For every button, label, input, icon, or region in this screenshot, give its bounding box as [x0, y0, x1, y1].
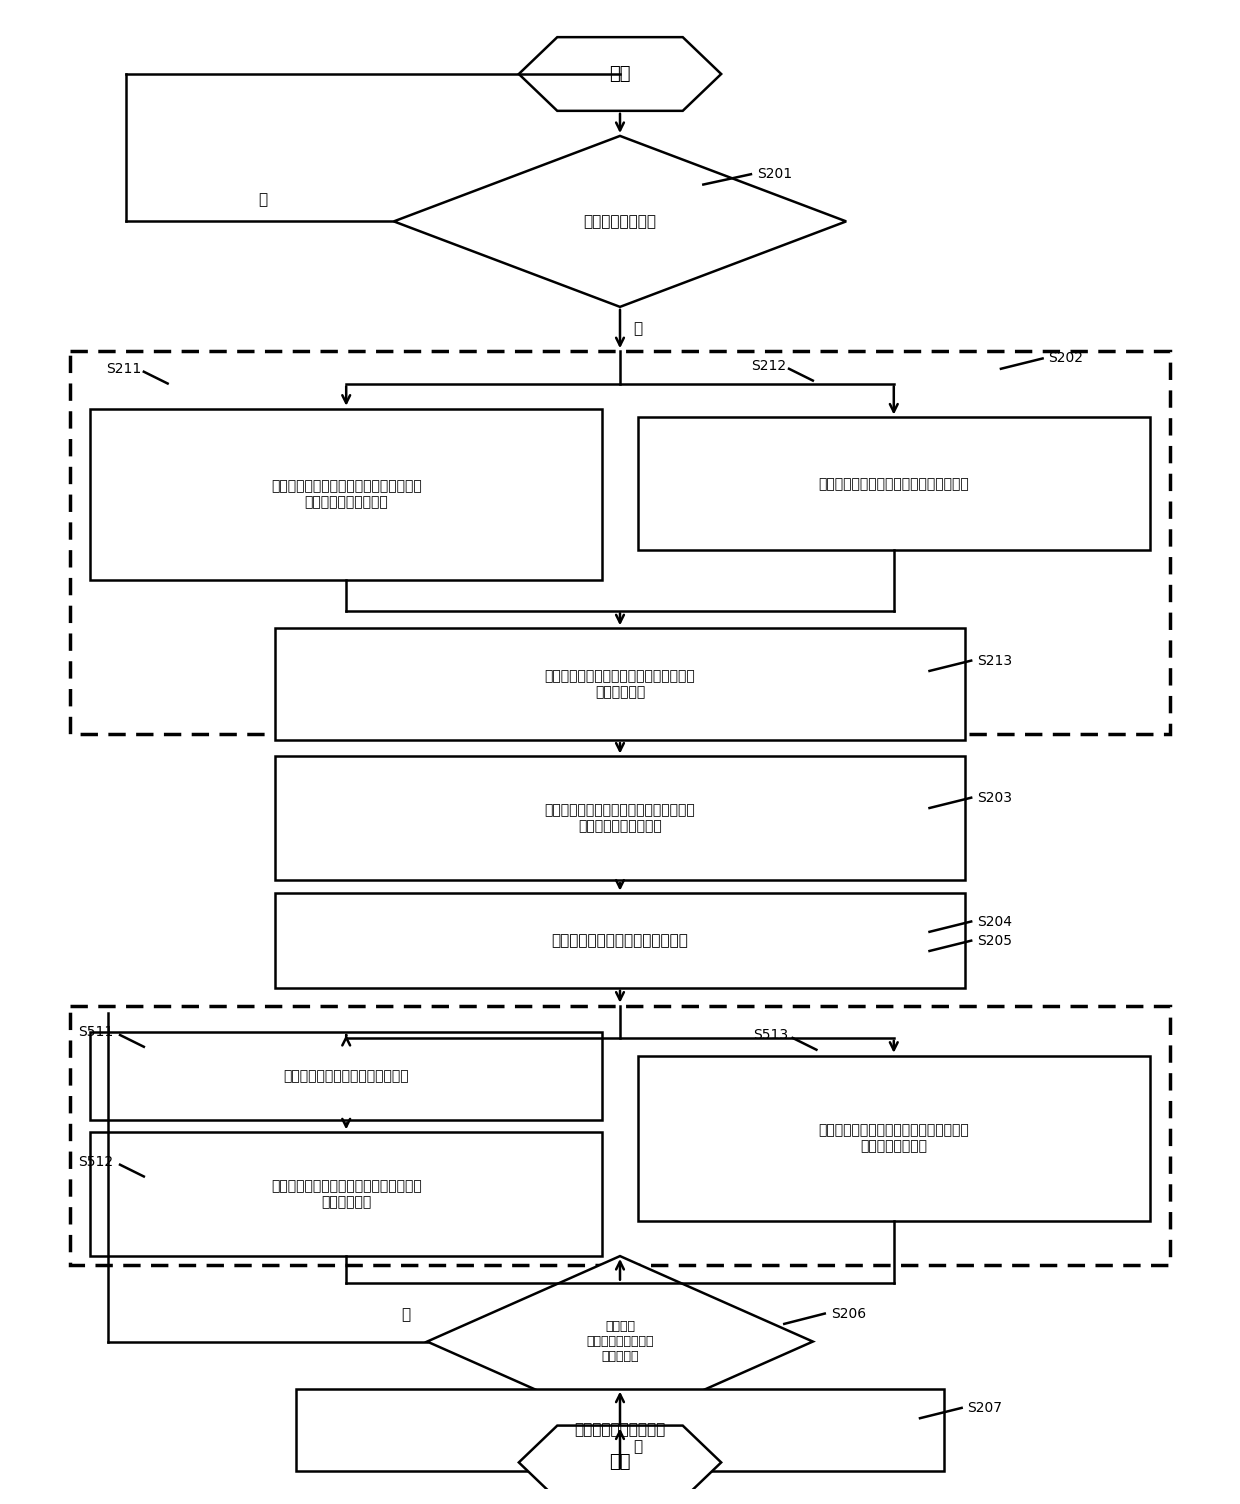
- Text: S201: S201: [756, 167, 792, 180]
- Bar: [69, 1006, 1171, 1265]
- Bar: [275, 757, 965, 880]
- Text: S205: S205: [977, 934, 1012, 948]
- Text: S511: S511: [78, 1026, 114, 1039]
- Text: S513: S513: [754, 1029, 789, 1042]
- Bar: [637, 1056, 1149, 1221]
- Text: 将差值大于预设范围的标准差所对应的局
部区域确定为结冰位置: 将差值大于预设范围的标准差所对应的局 部区域确定为结冰位置: [544, 803, 696, 833]
- Text: S204: S204: [977, 914, 1012, 928]
- Text: 否: 否: [402, 1307, 410, 1322]
- Text: 是: 是: [634, 1439, 642, 1454]
- Text: S203: S203: [977, 791, 1012, 805]
- Text: S207: S207: [967, 1400, 1003, 1415]
- Text: 得到当前接收的结冰位置上的多个局部状
态信号的上升速度: 得到当前接收的结冰位置上的多个局部状 态信号的上升速度: [818, 1123, 970, 1154]
- Bar: [296, 1388, 944, 1471]
- Bar: [275, 629, 965, 740]
- Text: 开始: 开始: [609, 65, 631, 83]
- Bar: [91, 1133, 603, 1256]
- Bar: [637, 418, 1149, 550]
- Text: S206: S206: [831, 1307, 866, 1321]
- Bar: [91, 1032, 603, 1120]
- Text: 判断叶片是否结冰: 判断叶片是否结冰: [584, 214, 656, 229]
- Polygon shape: [394, 135, 846, 307]
- Text: 对估算得到的除冰面积求微分，得到除冰
面积的微分值: 对估算得到的除冰面积求微分，得到除冰 面积的微分值: [270, 1179, 422, 1209]
- Text: S202: S202: [1049, 352, 1084, 365]
- Text: 控制除冰设备对结冰位置进行除冰: 控制除冰设备对结冰位置进行除冰: [552, 932, 688, 948]
- Polygon shape: [427, 1256, 813, 1427]
- Bar: [275, 893, 965, 988]
- Text: 计算得到各个叶片上各个局部区域的多个
局部温度信号的标准差: 计算得到各个叶片上各个局部区域的多个 局部温度信号的标准差: [270, 478, 422, 510]
- Text: 是: 是: [634, 322, 642, 337]
- Text: 计算得到预设滑动窗口内的环境温度指标: 计算得到预设滑动窗口内的环境温度指标: [818, 477, 970, 490]
- Text: 判断第二
计算结果是否满足第
一预设条件: 判断第二 计算结果是否满足第 一预设条件: [587, 1321, 653, 1363]
- Text: S211: S211: [105, 362, 141, 376]
- Text: S213: S213: [977, 654, 1012, 668]
- Text: S512: S512: [78, 1155, 114, 1169]
- Text: 结束: 结束: [609, 1453, 631, 1471]
- Polygon shape: [518, 1426, 722, 1499]
- Polygon shape: [518, 38, 722, 111]
- Text: 否: 否: [258, 193, 268, 206]
- Text: 进行除冰面积估算，得到除冰面积: 进行除冰面积估算，得到除冰面积: [284, 1069, 409, 1083]
- Bar: [69, 350, 1171, 734]
- Text: 控制除冰设备停止除冰: 控制除冰设备停止除冰: [574, 1423, 666, 1438]
- Text: 分别将多个标准差与环境温度指标做差，
得到多个差值: 分别将多个标准差与环境温度指标做差， 得到多个差值: [544, 669, 696, 699]
- Bar: [91, 409, 603, 579]
- Text: S212: S212: [751, 359, 786, 373]
